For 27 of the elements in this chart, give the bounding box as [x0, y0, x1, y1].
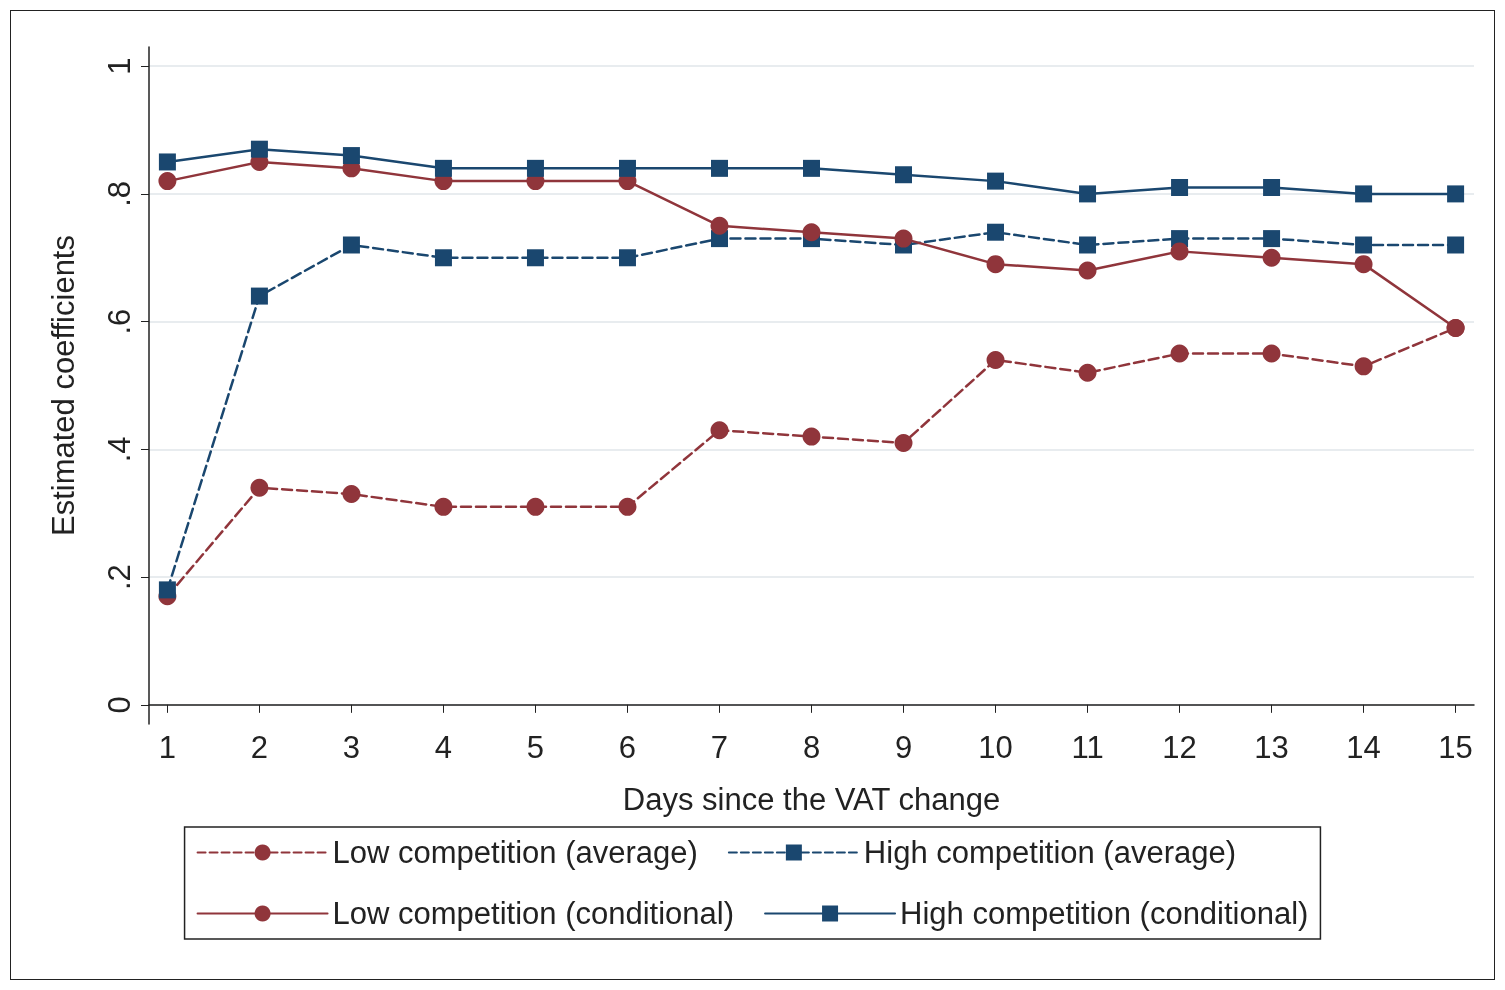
x-tick-label: 2: [250, 730, 269, 765]
x-tick-label: 13: [1254, 730, 1289, 765]
x-tick-label: 3: [342, 730, 361, 765]
y-tick-label: 1: [102, 57, 137, 75]
y-axis-title: Estimated coefficients: [46, 235, 81, 536]
legend-label: High competition (average): [863, 835, 1237, 870]
x-tick-label: 1: [158, 730, 177, 765]
x-tick-label: 10: [978, 730, 1013, 765]
x-tick-label: 7: [710, 730, 729, 765]
y-tick-label: 0: [102, 696, 137, 714]
x-tick-label: 15: [1438, 730, 1473, 765]
x-tick-label: 6: [618, 730, 637, 765]
x-tick-label: 9: [894, 730, 913, 765]
y-tick-label: .8: [102, 180, 137, 207]
x-tick-label: 12: [1162, 730, 1197, 765]
x-tick-label: 14: [1346, 730, 1381, 765]
x-axis-title: Days since the VAT change: [622, 782, 1001, 817]
legend-label: Low competition (average): [332, 835, 698, 870]
legend-label: Low competition (conditional): [332, 896, 735, 931]
x-tick-label: 11: [1071, 730, 1104, 765]
y-tick-label: .4: [102, 436, 137, 463]
x-tick-label: 4: [434, 730, 453, 765]
x-tick-label: 5: [526, 730, 545, 765]
x-tick-label: 8: [802, 730, 821, 765]
legend-label: High competition (conditional): [900, 896, 1309, 931]
y-tick-label: .6: [102, 308, 137, 335]
y-tick-label: .2: [102, 564, 137, 591]
